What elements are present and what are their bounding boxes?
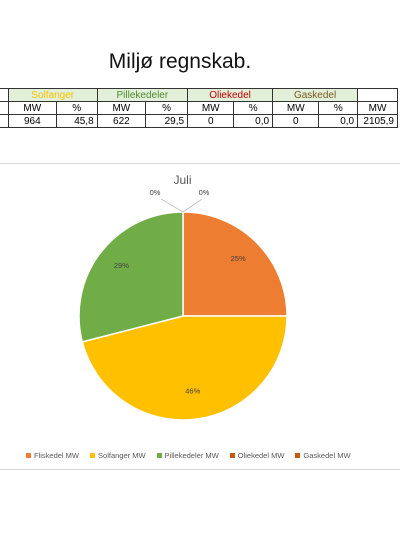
chart-title: Juli: [173, 173, 192, 187]
group-header-pillekedeler: Pillekedeler: [96, 88, 189, 102]
legend-swatch: [229, 453, 235, 458]
pie-data-label: 46%: [185, 386, 200, 395]
value-cell: 2105,9: [357, 114, 398, 128]
leader-line: [182, 198, 203, 213]
legend-item: Pillekedeler MW: [156, 451, 219, 460]
legend-item: Fliskedel MW: [26, 451, 79, 460]
legend-item: Solfanger MW: [90, 451, 146, 460]
energy-table: Solfanger Pillekedeler Oliekedel Gaskede…: [0, 88, 398, 128]
legend-label: Pillekedeler MW: [164, 451, 219, 460]
table-group-header-row: Solfanger Pillekedeler Oliekedel Gaskede…: [0, 88, 398, 102]
value-cell: 0: [187, 114, 235, 128]
value-cell: 0: [272, 114, 320, 128]
chart-legend: Fliskedel MW Solfanger MW Pillekedeler MW O…: [26, 451, 366, 460]
legend-swatch: [156, 453, 162, 458]
pie-data-label: 29%: [114, 261, 129, 270]
pie-slice-pillekedeler-mw: [78, 211, 184, 343]
pie-slice-solfanger-mw: [81, 315, 288, 421]
value-cell: 964: [7, 114, 57, 128]
chart-top-border: [0, 163, 400, 164]
legend-swatch: [26, 453, 31, 458]
pie-data-label: 0%: [199, 188, 210, 197]
page-title: Miljø regnskab.: [108, 50, 252, 73]
pie-data-label: 25%: [231, 254, 246, 263]
pie-slice-fliskedel-mw: [182, 211, 288, 317]
value-cell: 45,8: [55, 114, 98, 128]
legend-label: Solfanger MW: [98, 451, 146, 460]
legend-swatch: [295, 453, 301, 458]
legend-swatch: [90, 453, 96, 458]
legend-label: Fliskedel MW: [34, 451, 80, 460]
legend-label: Gaskedel MW: [303, 451, 351, 460]
legend-item: Oliekedel MW: [229, 451, 285, 460]
legend-item: Gaskedel MW: [295, 451, 351, 460]
leader-line: [160, 198, 184, 213]
value-cell: 0,0: [318, 114, 359, 128]
chart-bottom-border: [0, 469, 400, 470]
pie-data-label: 0%: [150, 188, 161, 197]
value-cell: 0,0: [233, 114, 274, 128]
table-row: 964 45,8 622 29,5 0 0,0 0 0,0 2105,9: [0, 114, 398, 128]
value-cell: 622: [96, 114, 147, 128]
group-header-oliekedel: Oliekedel: [187, 88, 274, 102]
legend-label: Oliekedel MW: [237, 451, 285, 460]
